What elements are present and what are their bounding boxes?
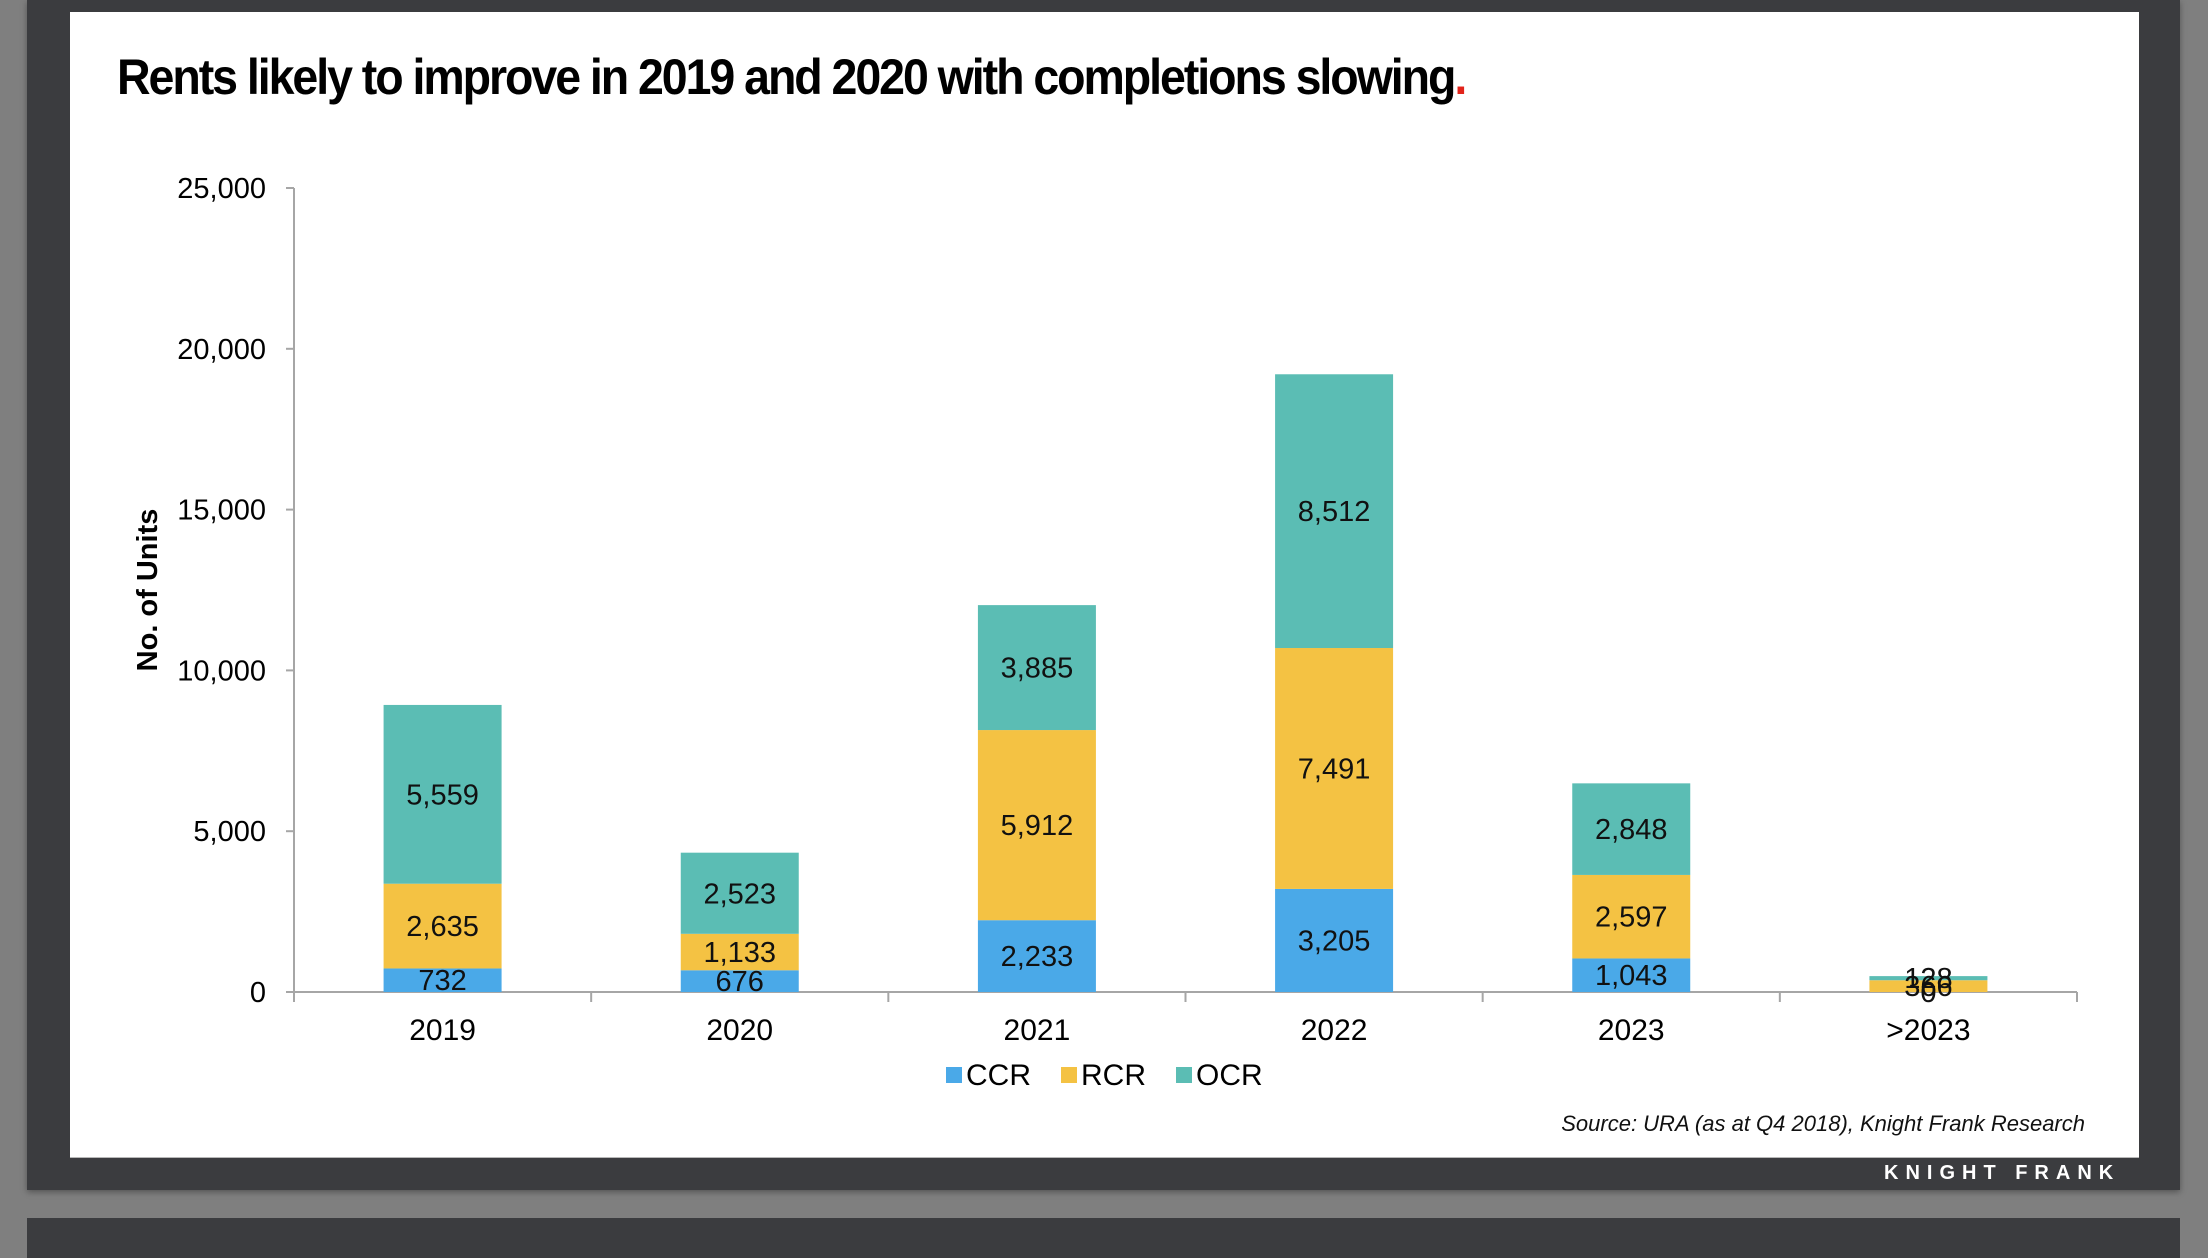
data-label-ocr: 2,523: [703, 878, 776, 910]
data-label-ccr: 0: [1920, 977, 1936, 1009]
data-label-ocr: 128: [1904, 963, 1952, 995]
data-label-rcr: 1,133: [703, 937, 776, 969]
bar-segment-rcr: [680, 933, 799, 971]
brand-logo-text: KNIGHT FRANK: [1884, 1162, 2121, 1184]
data-label-ccr: 3,205: [1298, 925, 1371, 957]
bars: [383, 374, 1988, 992]
bar-segment-ocr: [1275, 374, 1394, 649]
bar-segment-rcr: [977, 730, 1096, 921]
source-note: Source: URA (as at Q4 2018), Knight Fran…: [1561, 1111, 2085, 1136]
bar-segment-rcr: [1275, 648, 1394, 889]
bar-segment-rcr: [383, 883, 502, 969]
bar-segment-rcr: [1869, 980, 1988, 992]
data-label-ccr: 676: [716, 966, 764, 998]
bar-segment-ccr: [977, 920, 1096, 992]
bar-segment-ccr: [680, 970, 799, 992]
slide-title-text: Rents likely to improve in 2019 and 2020…: [117, 49, 1456, 105]
data-label-rcr: 2,597: [1595, 902, 1668, 934]
legend-label-rcr: RCR: [1081, 1059, 1146, 1092]
legend: CCR RCR OCR: [946, 1059, 1263, 1092]
bar-segment-ocr: [680, 852, 799, 934]
y-tick-label: 25,000: [177, 173, 266, 205]
bar-segment-ocr: [977, 605, 1096, 731]
x-tick-label: 2019: [409, 1014, 476, 1047]
bar-segment-ccr: [1275, 888, 1394, 992]
legend-label-ocr: OCR: [1196, 1059, 1263, 1092]
data-label-ccr: 2,233: [1001, 941, 1074, 973]
data-label-ccr: 1,043: [1595, 960, 1668, 992]
axes: 0 5,000 10,000 15,000 20,000 25,000 2019 2020 20…: [177, 173, 2078, 1047]
bar-segment-ccr: [383, 968, 502, 992]
y-tick-label: 20,000: [177, 334, 266, 366]
y-axis-label: No. of Units: [132, 509, 164, 672]
y-tick-label: 5,000: [193, 816, 266, 848]
data-label-ocr: 3,885: [1001, 653, 1074, 685]
slide-title: Rents likely to improve in 2019 and 2020…: [117, 48, 1467, 106]
data-label-rcr: 7,491: [1298, 753, 1371, 785]
y-tick-label: 15,000: [177, 495, 266, 527]
x-tick-label: 2023: [1598, 1014, 1665, 1047]
data-label-rcr: 5,912: [1001, 810, 1074, 842]
bar-segment-rcr: [1572, 874, 1691, 959]
y-tick-label: 0: [250, 977, 266, 1009]
x-tick-label: 2022: [1301, 1014, 1368, 1047]
y-tick-label: 10,000: [177, 655, 266, 687]
bar-segment-ocr: [383, 704, 502, 884]
x-tick-label: 2020: [706, 1014, 773, 1047]
data-label-ocr: 5,559: [406, 779, 479, 811]
data-label-ccr: 732: [418, 965, 466, 997]
data-label-ocr: 8,512: [1298, 496, 1371, 528]
title-dot: .: [1454, 49, 1467, 105]
data-label-rcr: 2,635: [406, 911, 479, 943]
legend-swatch-rcr: [1061, 1067, 1077, 1083]
data-label-ocr: 2,848: [1595, 814, 1668, 846]
bar-segment-ccr: [1572, 958, 1691, 992]
x-tick-label: >2023: [1886, 1014, 1970, 1047]
x-tick-label: 2021: [1004, 1014, 1071, 1047]
bar-segment-ocr: [1869, 976, 1988, 981]
data-label-rcr: 366: [1904, 971, 1952, 1003]
bar-segment-ocr: [1572, 783, 1691, 875]
legend-swatch-ocr: [1176, 1067, 1192, 1083]
legend-label-ccr: CCR: [966, 1059, 1031, 1092]
legend-swatch-ccr: [946, 1067, 962, 1083]
